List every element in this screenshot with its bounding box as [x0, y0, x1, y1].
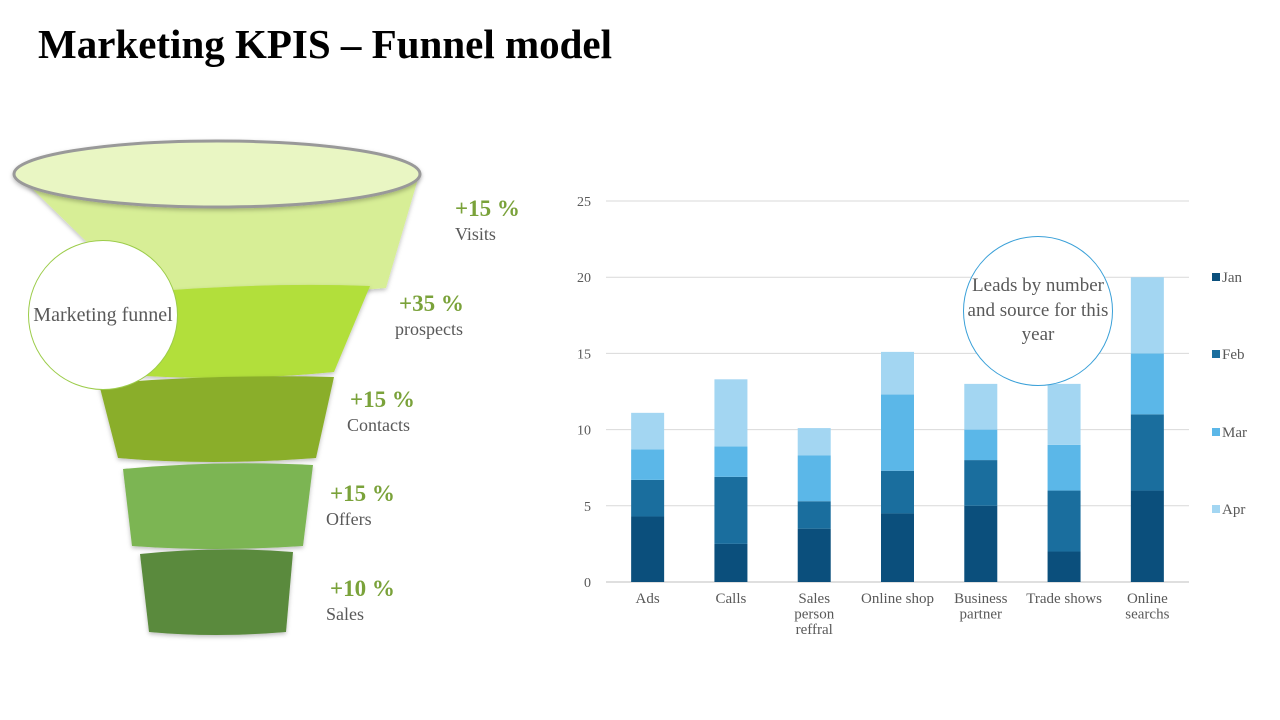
- funnel-pct: +35 %: [399, 291, 464, 316]
- bar-segment: [1130, 490, 1164, 582]
- funnel-label-visits: +15 % Visits: [455, 196, 520, 245]
- funnel-label-prospects: +35 % prospects: [395, 291, 464, 340]
- bar-segment: [714, 476, 748, 544]
- funnel-stage-name: Contacts: [347, 415, 410, 435]
- bar-segment: [1130, 353, 1164, 415]
- bar-segment: [1047, 551, 1081, 582]
- funnel-label-offers: +15 % Offers: [326, 481, 395, 530]
- legend-label: Jan: [1222, 270, 1242, 286]
- bar-segment: [964, 505, 998, 582]
- bar-segment: [1047, 383, 1081, 445]
- y-tick-label: 25: [577, 195, 591, 210]
- bar-segment: [631, 449, 665, 480]
- y-tick-label: 5: [584, 500, 591, 515]
- funnel-pct: +15 %: [350, 387, 415, 412]
- funnel-pct: +15 %: [455, 196, 520, 221]
- funnel-callout: Marketing funnel: [28, 240, 178, 390]
- bar-segment: [1130, 414, 1164, 491]
- bar-segment: [1130, 277, 1164, 354]
- page-title: Marketing KPIS – Funnel model: [38, 21, 613, 67]
- x-tick-label: Online shop: [861, 591, 934, 607]
- funnel-stage-offers: [123, 463, 313, 549]
- x-tick-label: Sales person reffral: [794, 591, 834, 638]
- y-tick-label: 0: [584, 576, 591, 591]
- funnel-stage-name: Sales: [326, 604, 364, 624]
- x-tick-label: Online searchs: [1125, 591, 1169, 623]
- funnel-label-contacts: +15 % Contacts: [347, 387, 415, 436]
- bar-segment: [797, 455, 831, 502]
- funnel-stage-name: Offers: [326, 509, 372, 529]
- bar-segment: [881, 513, 914, 582]
- x-tick-label: Trade shows: [1026, 591, 1102, 607]
- bar-segment: [964, 429, 998, 461]
- funnel-label-sales: +10 % Sales: [326, 576, 395, 625]
- funnel-stage-name: Visits: [455, 224, 496, 244]
- bar-segment: [714, 543, 748, 582]
- bar-segment: [797, 501, 831, 529]
- bar-segment: [631, 412, 665, 450]
- funnel-rim: [12, 139, 422, 209]
- bar-segment: [797, 428, 831, 456]
- bar-segment: [714, 379, 748, 447]
- bar-segment: [714, 446, 748, 477]
- x-tick-label: Business partner: [954, 591, 1008, 623]
- legend-label: Apr: [1222, 502, 1245, 518]
- leads-bar-chart: 0 5 10 15 20 25 Ads Calls Sales person reffral Onli…: [577, 195, 1247, 638]
- bar-segment: [964, 460, 998, 506]
- funnel-pct: +15 %: [330, 481, 395, 506]
- legend-swatch: [1212, 273, 1220, 281]
- y-tick-label: 15: [577, 347, 591, 362]
- funnel-stage-contacts: [99, 376, 334, 462]
- legend-swatch: [1212, 350, 1220, 358]
- bar-segment: [1047, 490, 1081, 552]
- bar-segment: [964, 383, 998, 430]
- funnel-pct: +10 %: [330, 576, 395, 601]
- bar-segment: [881, 470, 914, 514]
- x-tick-label: Calls: [716, 591, 747, 607]
- x-tick-label: Ads: [636, 591, 660, 607]
- bar-segment: [881, 394, 914, 471]
- legend-label: Feb: [1222, 347, 1245, 363]
- bar-segment: [797, 528, 831, 582]
- bar-segment: [631, 516, 665, 582]
- chart-callout: Leads by number and source for this year: [963, 236, 1113, 386]
- bar-segment: [631, 479, 665, 517]
- legend-swatch: [1212, 428, 1220, 436]
- bar-segment: [1047, 444, 1081, 491]
- funnel-stage-name: prospects: [395, 319, 463, 339]
- legend-label: Mar: [1222, 425, 1247, 441]
- bar-segment: [881, 351, 914, 395]
- funnel-stage-sales: [140, 549, 293, 635]
- legend-swatch: [1212, 505, 1220, 513]
- y-tick-label: 20: [577, 271, 591, 286]
- y-tick-label: 10: [577, 424, 591, 439]
